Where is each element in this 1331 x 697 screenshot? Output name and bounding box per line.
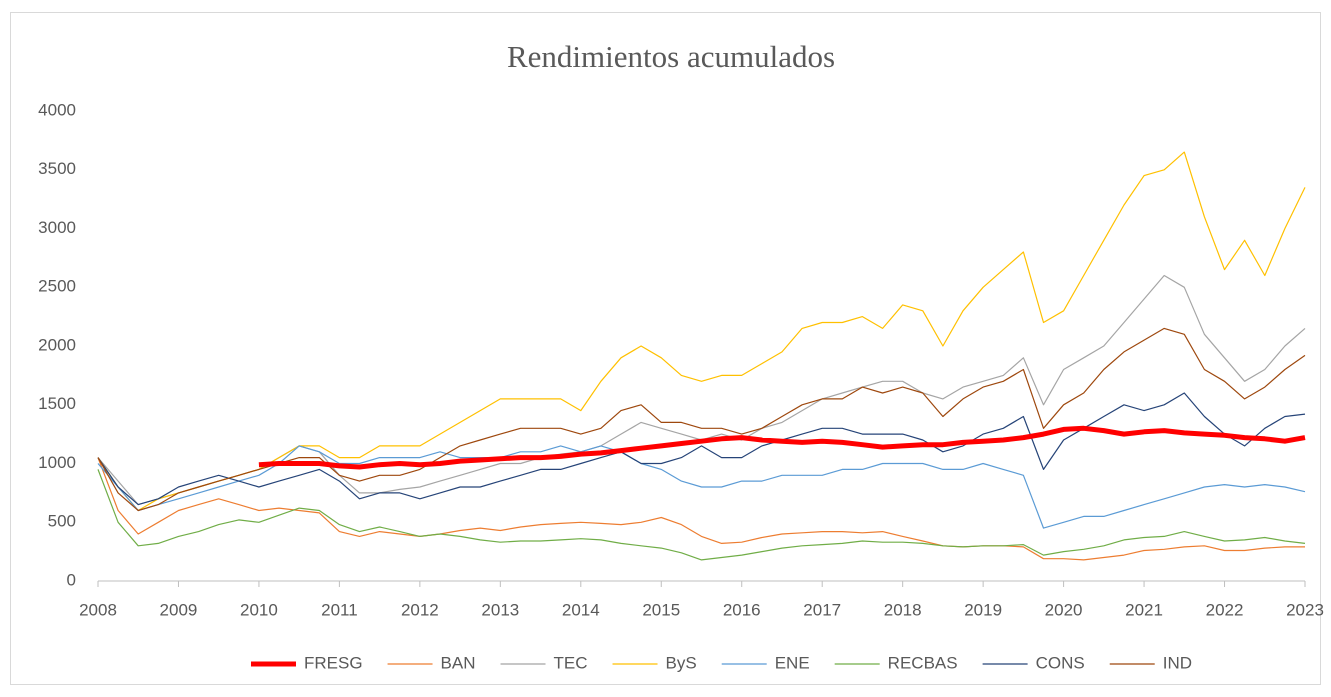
y-tick-label: 3000 [38,218,76,237]
y-tick-label: 2500 [38,277,76,296]
legend-label: CONS [1036,653,1085,672]
x-tick-label: 2009 [160,600,198,619]
legend-label: ByS [666,653,697,672]
y-tick-label: 500 [48,512,76,531]
legend-label: TEC [554,653,588,672]
x-tick-label: 2022 [1206,600,1244,619]
series-line [97,392,1306,506]
chart-border [10,12,1321,685]
series-line [258,425,1306,470]
legend-label: RECBAS [888,653,958,672]
x-tick-label: 2015 [642,600,680,619]
y-tick-label: 3500 [38,159,76,178]
x-tick-label: 2021 [1125,600,1163,619]
x-tick-label: 2013 [481,600,519,619]
x-tick-label: 2018 [884,600,922,619]
x-tick-label: 2011 [321,600,358,619]
y-tick-label: 4000 [38,100,76,119]
x-tick-label: 2014 [562,600,600,619]
y-tick-label: 1000 [38,453,76,472]
x-tick-label: 2017 [803,600,841,619]
series-line [97,469,1306,561]
x-tick-label: 2010 [240,600,278,619]
y-tick-label: 1500 [38,394,76,413]
series-line [97,445,1306,529]
legend-label: ENE [775,653,810,672]
x-tick-label: 2019 [964,600,1002,619]
x-tick-label: 2023 [1286,600,1324,619]
x-tick-label: 2012 [401,600,439,619]
legend-label: IND [1163,653,1192,672]
x-tick-label: 2008 [79,600,117,619]
x-tick-label: 2020 [1045,600,1083,619]
legend-label: BAN [441,653,476,672]
chart-title: Rendimientos acumulados [507,39,835,74]
series-line [97,457,1305,561]
x-tick-label: 2016 [723,600,761,619]
legend: FRESG BAN TEC ByS ENE RECBAS CONS IND [250,653,1192,672]
series-line [97,327,1306,512]
y-tick-label: 2000 [38,335,76,354]
legend-label: FRESG [304,653,363,672]
y-tick-label: 0 [67,570,76,589]
